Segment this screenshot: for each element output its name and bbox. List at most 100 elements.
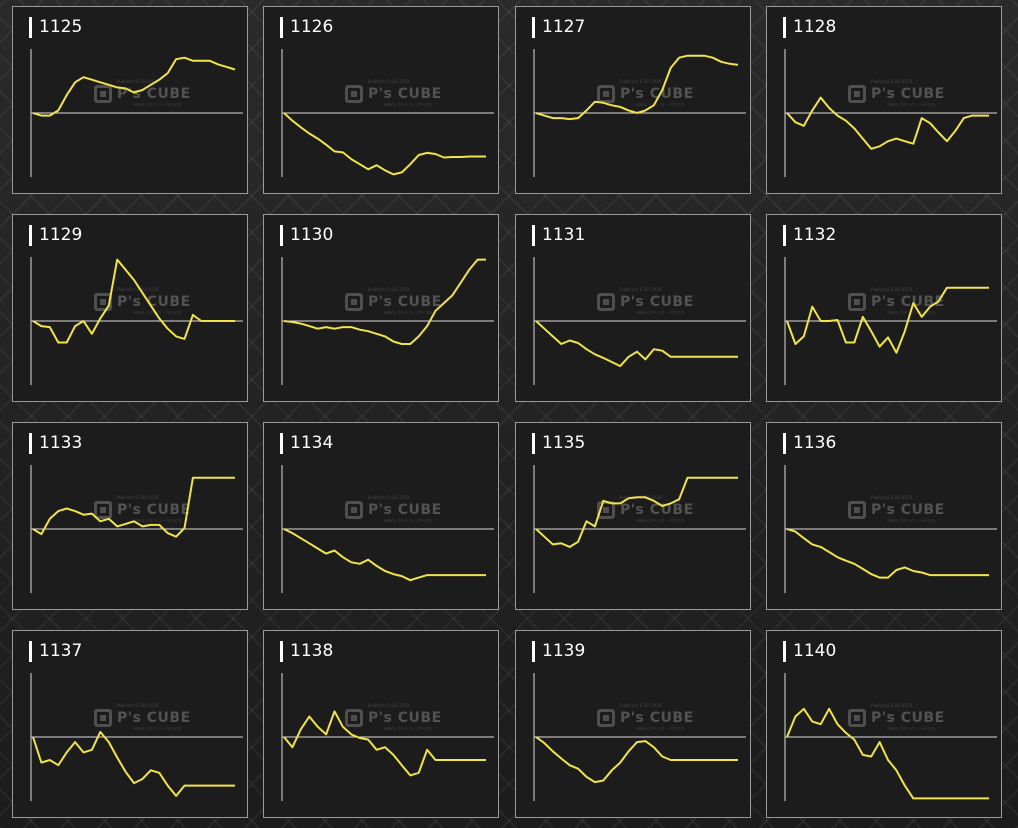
watermark-brand: P's CUBE bbox=[620, 86, 694, 102]
watermark: P's CUBE Publisher E Stil 2018 sobro パチンコ・… bbox=[91, 79, 191, 113]
line-chart bbox=[533, 465, 746, 593]
series-line bbox=[283, 528, 486, 582]
line-chart bbox=[784, 49, 997, 177]
chart-panel-1126: 1126 P's CUBE Publisher E Stil 2018 sobro パ… bbox=[263, 6, 499, 194]
series-line bbox=[283, 112, 486, 176]
title-marker bbox=[532, 17, 535, 38]
watermark-brand: P's CUBE bbox=[871, 710, 945, 726]
chart-panel-1134: 1134 P's CUBE Publisher E Stil 2018 sobro パ… bbox=[263, 422, 499, 610]
series-line bbox=[786, 96, 989, 150]
title-marker bbox=[783, 225, 786, 246]
watermark-line-bottom: sobro パチンコ・パチスロ bbox=[636, 518, 685, 523]
line-chart bbox=[30, 465, 243, 593]
cube-logo-icon bbox=[345, 293, 363, 311]
watermark-line-top: Publisher E Stil 2018 bbox=[620, 703, 662, 708]
cube-logo-icon bbox=[597, 293, 615, 311]
line-chart bbox=[784, 465, 997, 593]
cube-logo-icon bbox=[94, 85, 112, 103]
chart-panel-1137: 1137 P's CUBE Publisher E Stil 2018 sobro パ… bbox=[12, 630, 248, 818]
watermark-brand: P's CUBE bbox=[620, 710, 694, 726]
watermark-brand: P's CUBE bbox=[871, 294, 945, 310]
cube-logo-icon bbox=[848, 293, 866, 311]
watermark-line-top: Publisher E Stil 2018 bbox=[117, 495, 159, 500]
line-chart bbox=[784, 257, 997, 385]
cube-logo-icon bbox=[345, 709, 363, 727]
watermark-line-top: Publisher E Stil 2018 bbox=[620, 287, 662, 292]
chart-title: 1131 bbox=[542, 225, 586, 245]
watermark-line-top: Publisher E Stil 2018 bbox=[871, 495, 913, 500]
chart-panel-1132: 1132 P's CUBE Publisher E Stil 2018 sobro パ… bbox=[766, 214, 1002, 402]
watermark: P's CUBE Publisher E Stil 2018 sobro パチンコ・… bbox=[594, 287, 694, 321]
chart-panel-1127: 1127 P's CUBE Publisher E Stil 2018 sobro パ… bbox=[515, 6, 751, 194]
chart-title: 1140 bbox=[793, 641, 837, 661]
watermark-line-bottom: sobro パチンコ・パチスロ bbox=[887, 518, 936, 523]
chart-panel-1138: 1138 P's CUBE Publisher E Stil 2018 sobro パ… bbox=[263, 630, 499, 818]
cube-logo-icon bbox=[848, 501, 866, 519]
watermark-line-top: Publisher E Stil 2018 bbox=[871, 79, 913, 84]
watermark-line-bottom: sobro パチンコ・パチスロ bbox=[384, 726, 433, 731]
title-marker bbox=[532, 433, 535, 454]
watermark: P's CUBE Publisher E Stil 2018 sobro パチンコ・… bbox=[594, 703, 694, 737]
title-marker bbox=[532, 641, 535, 662]
line-chart bbox=[30, 257, 243, 385]
chart-title: 1129 bbox=[39, 225, 83, 245]
chart-panel-1136: 1136 P's CUBE Publisher E Stil 2018 sobro パ… bbox=[766, 422, 1002, 610]
watermark-line-bottom: sobro パチンコ・パチスロ bbox=[133, 726, 182, 731]
title-marker bbox=[280, 225, 283, 246]
watermark-line-top: Publisher E Stil 2018 bbox=[368, 703, 410, 708]
watermark-line-bottom: sobro パチンコ・パチスロ bbox=[133, 102, 182, 107]
watermark: P's CUBE Publisher E Stil 2018 sobro パチンコ・… bbox=[594, 79, 694, 113]
watermark-line-top: Publisher E Stil 2018 bbox=[620, 79, 662, 84]
watermark-brand: P's CUBE bbox=[368, 86, 442, 102]
watermark-brand: P's CUBE bbox=[117, 294, 191, 310]
cube-logo-icon bbox=[345, 85, 363, 103]
chart-title: 1138 bbox=[290, 641, 334, 661]
cube-logo-icon bbox=[94, 501, 112, 519]
watermark: P's CUBE Publisher E Stil 2018 sobro パチンコ・… bbox=[845, 495, 945, 529]
title-marker bbox=[280, 17, 283, 38]
chart-title: 1133 bbox=[39, 433, 83, 453]
watermark-line-bottom: sobro パチンコ・パチスロ bbox=[887, 726, 936, 731]
watermark-line-bottom: sobro パチンコ・パチスロ bbox=[636, 310, 685, 315]
watermark-line-bottom: sobro パチンコ・パチスロ bbox=[133, 310, 182, 315]
watermark-line-bottom: sobro パチンコ・パチスロ bbox=[636, 102, 685, 107]
watermark-line-top: Publisher E Stil 2018 bbox=[871, 703, 913, 708]
watermark-brand: P's CUBE bbox=[368, 294, 442, 310]
title-marker bbox=[280, 433, 283, 454]
chart-title: 1139 bbox=[542, 641, 586, 661]
title-marker bbox=[783, 641, 786, 662]
line-chart bbox=[533, 49, 746, 177]
watermark-line-bottom: sobro パチンコ・パチスロ bbox=[384, 102, 433, 107]
watermark: P's CUBE Publisher E Stil 2018 sobro パチンコ・… bbox=[342, 703, 442, 737]
chart-title: 1134 bbox=[290, 433, 334, 453]
watermark: P's CUBE Publisher E Stil 2018 sobro パチンコ・… bbox=[91, 287, 191, 321]
cube-logo-icon bbox=[597, 709, 615, 727]
watermark: P's CUBE Publisher E Stil 2018 sobro パチンコ・… bbox=[342, 79, 442, 113]
cube-logo-icon bbox=[848, 85, 866, 103]
chart-title: 1135 bbox=[542, 433, 586, 453]
chart-panel-1130: 1130 P's CUBE Publisher E Stil 2018 sobro パ… bbox=[263, 214, 499, 402]
watermark-line-top: Publisher E Stil 2018 bbox=[117, 287, 159, 292]
chart-title: 1132 bbox=[793, 225, 837, 245]
cube-logo-icon bbox=[94, 293, 112, 311]
line-chart bbox=[30, 673, 243, 801]
chart-title: 1128 bbox=[793, 17, 837, 37]
watermark-line-top: Publisher E Stil 2018 bbox=[368, 287, 410, 292]
watermark-line-bottom: sobro パチンコ・パチスロ bbox=[384, 310, 433, 315]
watermark: P's CUBE Publisher E Stil 2018 sobro パチンコ・… bbox=[594, 495, 694, 529]
cube-logo-icon bbox=[94, 709, 112, 727]
title-marker bbox=[29, 17, 32, 38]
series-line bbox=[32, 258, 235, 344]
chart-title: 1125 bbox=[39, 17, 83, 37]
watermark: P's CUBE Publisher E Stil 2018 sobro パチンコ・… bbox=[342, 495, 442, 529]
series-line bbox=[786, 528, 989, 579]
chart-title: 1130 bbox=[290, 225, 334, 245]
watermark: P's CUBE Publisher E Stil 2018 sobro パチンコ・… bbox=[845, 79, 945, 113]
title-marker bbox=[29, 641, 32, 662]
series-line bbox=[535, 320, 738, 368]
chart-panel-1131: 1131 P's CUBE Publisher E Stil 2018 sobro パ… bbox=[515, 214, 751, 402]
line-chart bbox=[784, 673, 997, 801]
series-line bbox=[535, 476, 738, 548]
chart-panel-1140: 1140 P's CUBE Publisher E Stil 2018 sobro パ… bbox=[766, 630, 1002, 818]
watermark-line-bottom: sobro パチンコ・パチスロ bbox=[636, 726, 685, 731]
